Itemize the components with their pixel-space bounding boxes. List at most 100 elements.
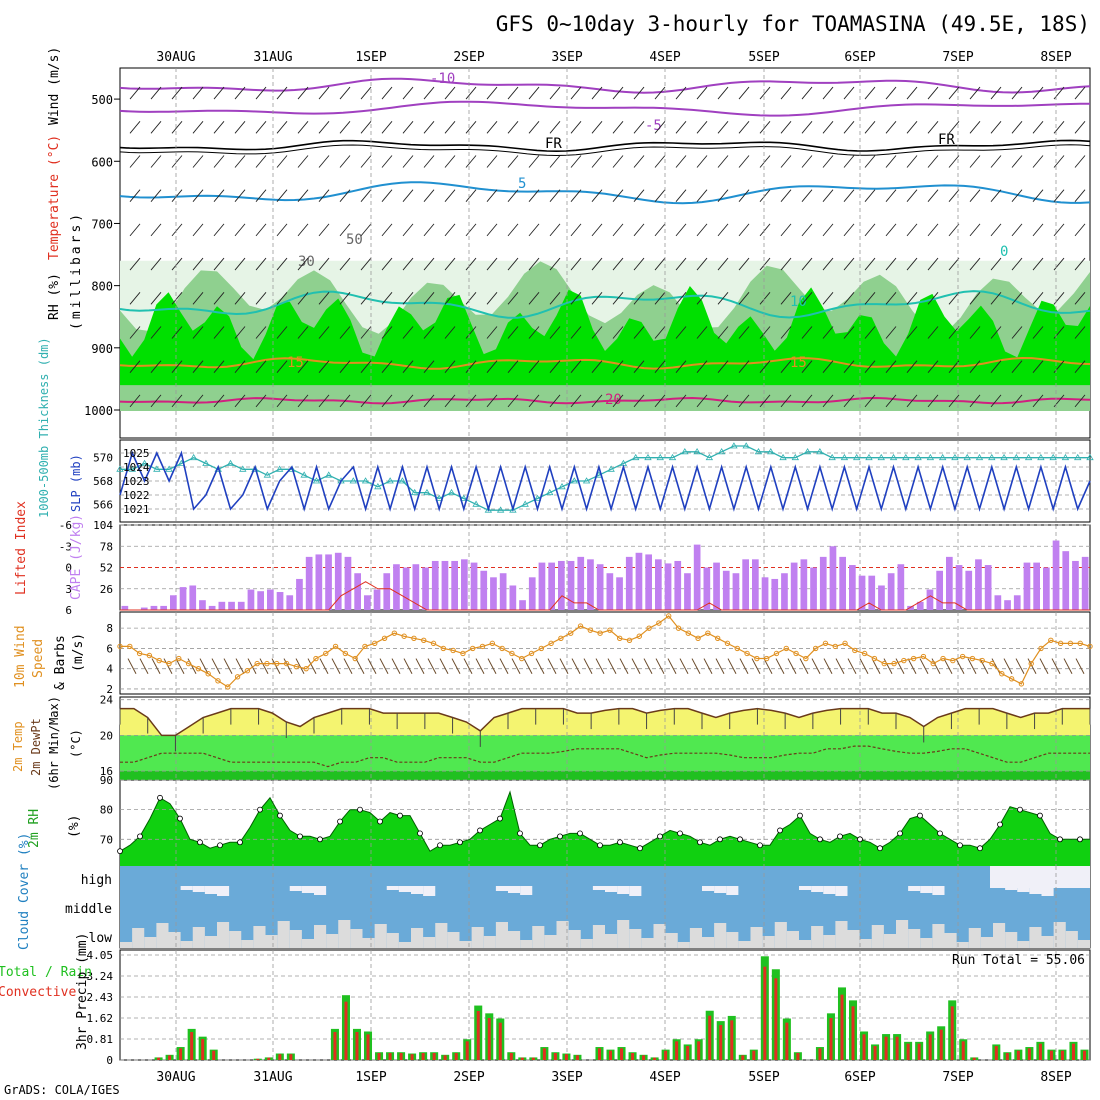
wind-barb [843,360,855,373]
wind-barb [843,292,855,305]
wind-barb [423,223,435,237]
wind-barb [927,223,939,237]
cape-bar [849,565,856,610]
cape-bar [402,567,410,610]
wind-barb [129,326,141,339]
wind-barb [570,223,582,237]
precip-conv-bar [465,1041,469,1060]
wind-barb [444,223,456,237]
rh-point [157,794,163,801]
wind-speed-point [607,627,613,633]
precip-conv-bar [553,1053,557,1060]
cloud-low-bar [338,920,351,948]
wind-barb [885,189,897,202]
wind-barb [885,223,897,237]
cape-bar [170,595,177,610]
wind-barb [759,223,771,237]
cloud-level-label: high [81,873,112,888]
wind-barb [696,257,708,271]
precip-conv-bar [256,1058,260,1060]
precip-conv-bar [697,1041,701,1060]
wind-barb [1011,326,1023,339]
pressure-tick: 500 [91,93,113,107]
cloud-low-bar [374,924,387,948]
cloud-high-bar [605,886,618,892]
precip-conv-bar [741,1055,745,1060]
cloud-high-bar [726,886,739,895]
wind-barb [717,394,729,408]
cloud-low-bar [968,928,981,948]
cape-bar [907,605,914,610]
cloud-high-bar [702,886,715,891]
wind-barb [549,394,561,408]
wind-barb-10m [835,658,845,674]
wind-speed-point [411,635,417,641]
rh-point [697,839,703,846]
rh-line [119,790,1090,852]
wind-barb [234,326,246,339]
precip-conv-bar [895,1036,899,1060]
wind-barb [654,155,666,168]
wind-barb-10m [319,658,329,674]
thickness-point [631,453,640,461]
wind-barb [339,121,351,134]
wind-speed-point [754,655,760,662]
wind-barb [696,223,708,237]
cloud-low-bar [762,936,775,948]
ylabel-convective: Convective [0,985,76,1000]
wind-speed-point [460,650,466,657]
wind-barb [402,292,414,305]
ylabel-wind: Wind (m/s) [47,47,62,125]
cloud-high-bar [1029,886,1042,894]
wind-barb [675,155,687,168]
wind-speed-point [861,650,868,657]
rh-point [217,842,223,849]
ylabel-cloud: Cloud Cover (%) [17,833,32,950]
wind-barb [906,326,918,339]
wind-speed-point [264,660,270,667]
thickness-point [705,453,714,461]
wind-speed-point [489,640,496,647]
wind-barb [381,86,393,100]
wind-barb [885,155,897,168]
wind-speed-line [120,615,1091,688]
wind-barb [213,155,225,168]
thickness-point [435,494,443,501]
thickness-point [681,448,689,455]
precip-conv-bar [267,1057,271,1060]
rh-point [597,842,603,849]
wind-barb [1032,189,1044,202]
wind-speed-point [597,630,603,636]
wind-barb [1074,326,1086,339]
precip-conv-bar [564,1054,568,1060]
cape-bar [548,562,555,610]
wind-barb [234,360,246,373]
wind-barb [318,121,330,134]
wind-speed-point [910,655,917,662]
wind-barb [717,326,729,339]
wind-barb [612,394,624,408]
wind-barb [1032,360,1044,373]
wind-barb [1032,326,1044,339]
wind-barb [1053,121,1065,134]
cloud-low-bar [896,920,909,948]
thickness-point [263,471,272,478]
wind-speed-point [166,660,172,667]
precip-conv-bar [851,1006,855,1060]
wind-barb [360,326,372,339]
wind-barb [612,189,624,202]
wind-speed-point [714,635,721,641]
thickness-tick: 566 [93,498,113,511]
pressure-tick: 700 [91,217,113,231]
cape-bar [470,562,478,610]
wind-barb-10m [211,658,221,674]
rh-point [277,812,283,819]
wind-barb [633,155,645,168]
wind-speed-point [979,657,985,664]
precip-conv-bar [201,1039,205,1060]
wind-barb [339,257,351,271]
cape-bar [800,559,808,610]
cape-bar [315,554,323,610]
cloud-low-bar [1041,936,1054,948]
wind-barb [738,292,750,305]
